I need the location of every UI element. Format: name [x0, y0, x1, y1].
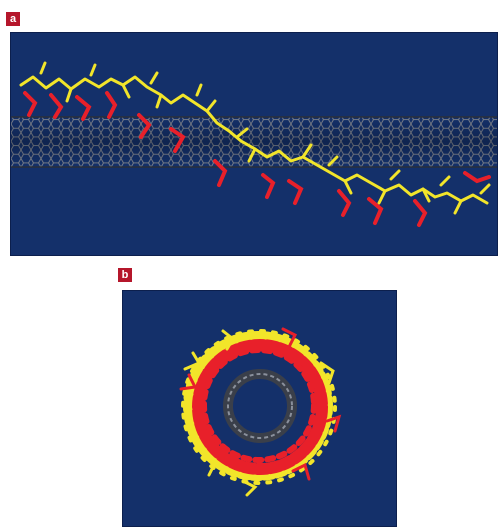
- panel-a-side-view: [10, 32, 498, 256]
- nanotube-end: [223, 369, 297, 443]
- panel-b-end-view: [122, 290, 397, 527]
- end-view-svg: [179, 327, 342, 497]
- polymer-backbone: [19, 75, 489, 215]
- nanotube-side: [11, 116, 497, 168]
- side-view-svg: [11, 61, 497, 227]
- polymer-ring: [181, 329, 337, 485]
- polymer-side-groups-yellow: [39, 61, 491, 195]
- panel-a-label: a: [6, 12, 20, 26]
- panel-b-label: b: [118, 268, 132, 282]
- polymer-side-groups: [23, 91, 491, 227]
- polymer-fragments: [179, 327, 342, 497]
